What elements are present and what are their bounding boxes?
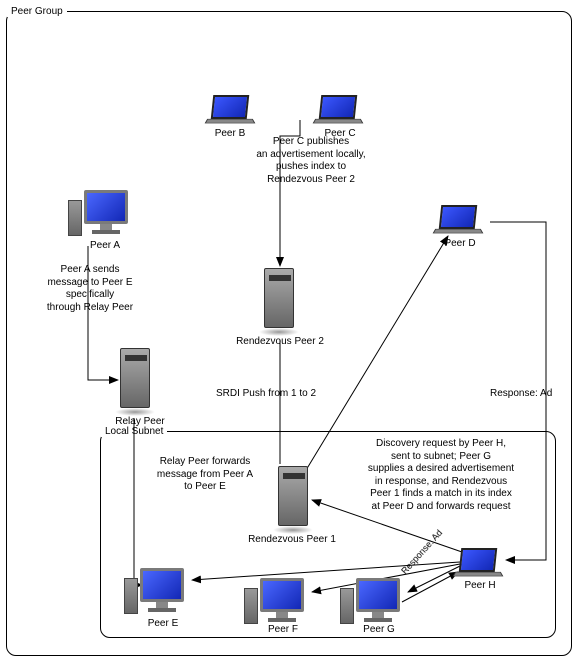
node-rdv1-label: Rendezvous Peer 1 <box>232 534 352 545</box>
node-rdv1 <box>278 466 313 534</box>
caption-response-ad: Response: Ad <box>490 388 570 401</box>
caption-a-sends: Peer A sends message to Peer E specifica… <box>30 264 150 314</box>
node-peer-c <box>320 95 362 125</box>
node-peer-d-label: Peer D <box>428 238 492 249</box>
node-peer-b <box>212 95 254 125</box>
caption-relay-forwards: Relay Peer forwards message from Peer A … <box>140 456 270 494</box>
caption-c-publishes: Peer C publishes an advertisement locall… <box>236 136 386 186</box>
caption-discovery: Discovery request by Peer H, sent to sub… <box>336 438 546 513</box>
node-rdv2 <box>264 268 299 336</box>
node-peer-e <box>140 568 184 612</box>
node-peer-e-label: Peer E <box>128 618 198 629</box>
node-peer-h <box>460 548 502 578</box>
node-relay-peer-label: Relay Peer <box>100 416 180 427</box>
node-peer-a-label: Peer A <box>70 240 140 251</box>
diagram-root: Peer Group Local Subnet <box>0 0 578 663</box>
node-peer-d <box>440 205 482 235</box>
group-local-subnet-label: Local Subnet <box>101 426 167 437</box>
node-rdv2-label: Rendezvous Peer 2 <box>220 336 340 347</box>
node-peer-f-label: Peer F <box>248 624 318 635</box>
node-relay-peer <box>120 348 155 416</box>
group-peer-group-label: Peer Group <box>7 6 67 17</box>
node-peer-f <box>260 578 304 622</box>
node-peer-a <box>84 190 128 234</box>
node-peer-h-label: Peer H <box>448 580 512 591</box>
node-peer-g-label: Peer G <box>344 624 414 635</box>
caption-srdi: SRDI Push from 1 to 2 <box>186 388 346 401</box>
